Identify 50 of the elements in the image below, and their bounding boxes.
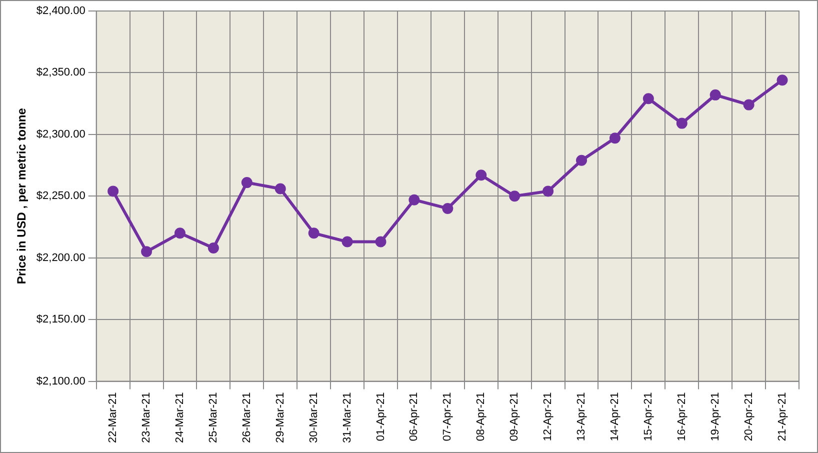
point: [776, 74, 788, 86]
point: [375, 236, 386, 248]
x-tick-label: 31-Mar-21: [341, 392, 354, 444]
x-tick-label: 01-Apr-21: [374, 392, 387, 442]
point: [174, 228, 186, 239]
x-tick-label: 20-Apr-21: [742, 392, 755, 442]
point: [710, 89, 721, 100]
point: [542, 186, 554, 197]
x-tick-label: 06-Apr-21: [408, 392, 420, 442]
x-tick-label: 26-Mar-21: [240, 392, 253, 444]
y-tick-label: $2,200.00: [36, 252, 86, 264]
point: [241, 177, 252, 188]
point: [442, 202, 454, 214]
x-tick-label: 25-Mar-21: [207, 392, 220, 444]
point: [642, 93, 654, 104]
x-tick-label: 13-Apr-21: [576, 392, 588, 442]
x-tick-label: 22-Mar-21: [107, 392, 120, 444]
point: [208, 242, 219, 254]
x-tick-label: 16-Apr-21: [676, 392, 688, 442]
y-tick-label: $2,250.00: [36, 190, 86, 202]
x-tick-label: 21-Apr-21: [776, 392, 788, 442]
x-tick-label: 08-Apr-21: [475, 392, 488, 442]
point: [408, 194, 420, 206]
x-tick-label: 07-Apr-21: [442, 392, 454, 442]
y-tick-label: $2,350.00: [36, 66, 86, 79]
x-tick-label: 09-Apr-21: [508, 392, 521, 442]
x-tick-label: 29-Mar-21: [274, 392, 286, 444]
point: [509, 190, 520, 202]
point: [342, 236, 353, 248]
point: [274, 183, 286, 194]
x-tick-label: 23-Mar-21: [140, 392, 153, 444]
y-tick-label: $2,100.00: [36, 375, 86, 388]
y-tick-label: $2,150.00: [36, 314, 86, 326]
point: [108, 186, 119, 197]
x-tick-label: 14-Apr-21: [609, 392, 621, 442]
point: [743, 99, 754, 110]
point: [676, 118, 688, 129]
point: [576, 154, 588, 166]
y-axis-title: Price in USD , per metric tonne: [14, 108, 29, 284]
x-tick-label: 19-Apr-21: [709, 392, 722, 442]
y-tick-label: $2,400.00: [36, 5, 86, 18]
point: [609, 132, 620, 144]
point: [308, 228, 320, 239]
x-tick-label: 24-Mar-21: [174, 392, 186, 444]
point: [141, 246, 152, 258]
x-tick-label: 15-Apr-21: [642, 392, 654, 442]
x-tick-label: 30-Mar-21: [308, 392, 320, 444]
point: [476, 170, 487, 181]
x-tick-label: 12-Apr-21: [542, 392, 554, 442]
y-tick-label: $2,300.00: [36, 128, 86, 140]
